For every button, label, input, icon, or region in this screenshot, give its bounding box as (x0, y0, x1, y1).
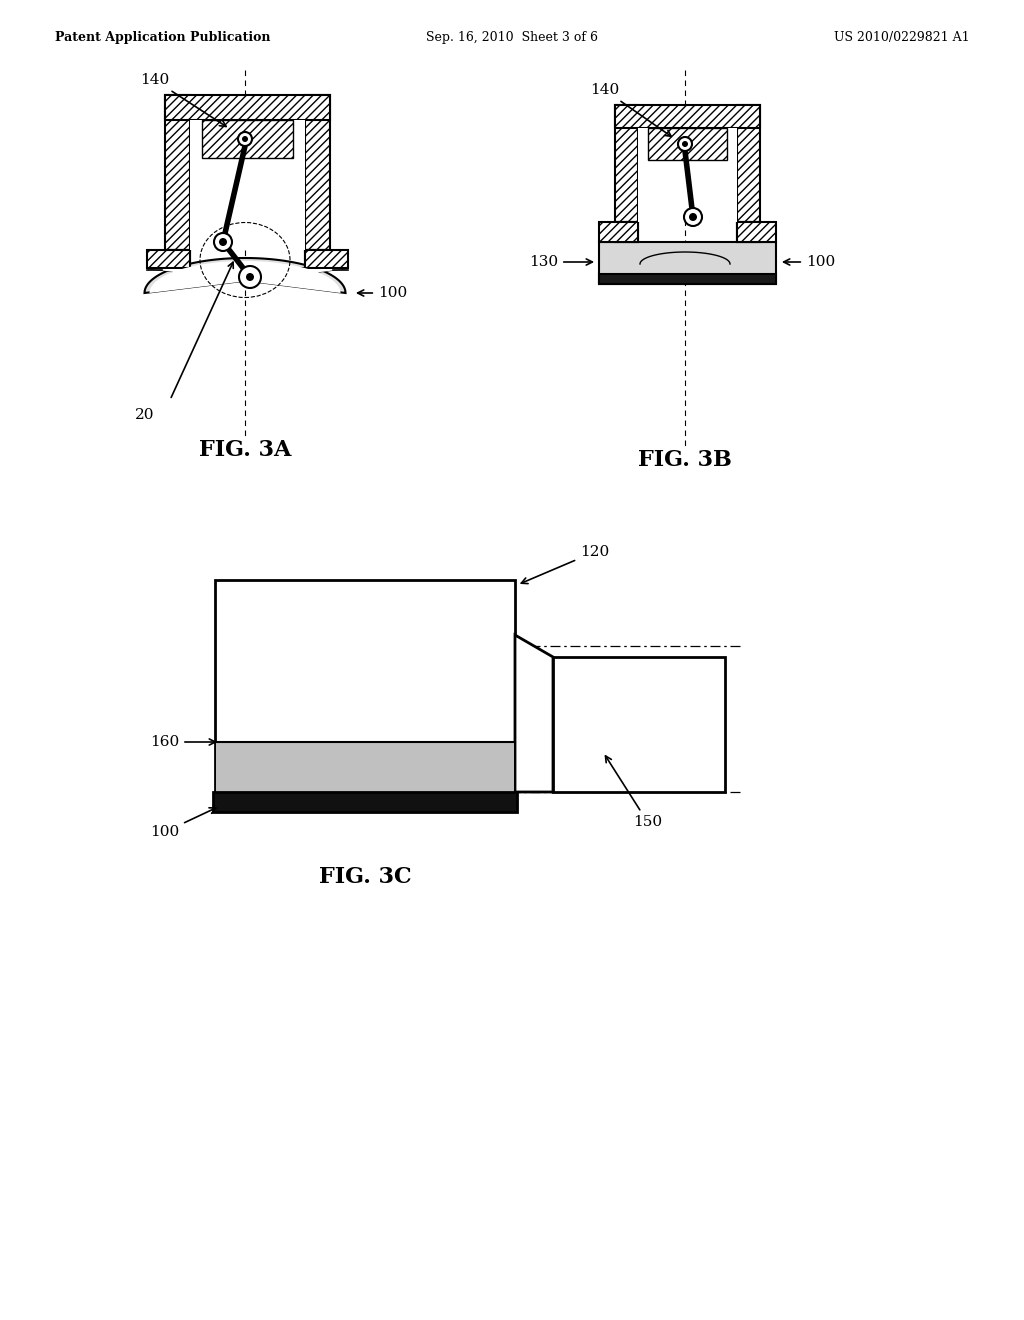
Bar (599, 242, 776, 284)
Text: 20: 20 (135, 408, 155, 422)
Circle shape (689, 213, 697, 220)
Text: Patent Application Publication: Patent Application Publication (55, 30, 270, 44)
Bar (305, 249, 348, 268)
Circle shape (219, 238, 227, 246)
Text: 130: 130 (529, 255, 592, 269)
Circle shape (684, 209, 702, 226)
Bar (305, 249, 330, 268)
Bar (615, 106, 760, 128)
Bar (213, 792, 517, 812)
Bar (553, 657, 725, 792)
Bar (599, 222, 638, 242)
Bar (305, 95, 330, 249)
Bar (215, 579, 515, 800)
Bar (216, 742, 514, 792)
Text: FIG. 3A: FIG. 3A (199, 440, 291, 461)
Text: 140: 140 (590, 83, 671, 136)
Text: 150: 150 (605, 756, 663, 829)
Bar (737, 222, 760, 242)
Bar (202, 120, 293, 158)
Text: 120: 120 (521, 545, 609, 583)
Polygon shape (144, 257, 348, 293)
Bar (648, 128, 727, 160)
Text: Sep. 16, 2010  Sheet 3 of 6: Sep. 16, 2010 Sheet 3 of 6 (426, 30, 598, 44)
Circle shape (214, 234, 232, 251)
Text: FIG. 3B: FIG. 3B (638, 449, 732, 471)
Text: FIG. 3C: FIG. 3C (318, 866, 412, 888)
Bar (599, 275, 776, 284)
Circle shape (246, 273, 254, 281)
Bar (165, 95, 190, 249)
Bar (147, 249, 190, 268)
Bar (615, 222, 638, 242)
Circle shape (682, 141, 688, 147)
Text: 100: 100 (783, 255, 836, 269)
Bar (737, 222, 776, 242)
Circle shape (239, 267, 261, 288)
Text: 100: 100 (357, 286, 408, 300)
Circle shape (242, 136, 248, 143)
Bar (638, 128, 737, 222)
Bar (190, 120, 305, 249)
Bar (165, 95, 330, 120)
Text: 160: 160 (150, 735, 215, 748)
Text: US 2010/0229821 A1: US 2010/0229821 A1 (835, 30, 970, 44)
Polygon shape (515, 635, 553, 792)
Text: 140: 140 (140, 73, 226, 127)
Bar (615, 106, 638, 222)
Bar (737, 106, 760, 222)
Circle shape (238, 132, 252, 147)
Bar (165, 249, 190, 268)
Circle shape (678, 137, 692, 150)
Polygon shape (150, 261, 345, 293)
Text: 100: 100 (150, 808, 216, 840)
